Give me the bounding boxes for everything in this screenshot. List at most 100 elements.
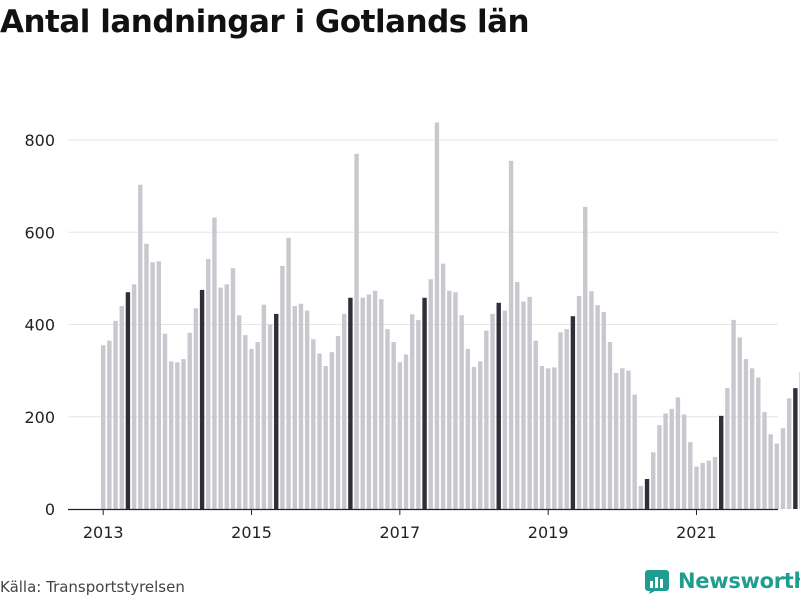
bar [564,329,569,509]
bar [558,332,563,509]
x-tick-label: 2015 [231,523,272,542]
bar [107,340,112,509]
bar [168,361,174,509]
bar [335,336,341,509]
y-tick-label: 800 [24,131,55,150]
bars [101,122,800,510]
bar [515,282,520,509]
bar [601,312,606,509]
bar [434,122,440,509]
bar [774,443,780,509]
bar [113,320,118,509]
bar [700,462,705,509]
bar [410,314,415,509]
bar [626,370,631,509]
bar [725,388,730,509]
bar [527,296,532,509]
bar [447,290,452,509]
x-axis-ticks: 201320152017201920212023 [83,509,717,542]
bar [416,319,421,509]
bar [101,345,106,509]
bar [539,366,545,509]
bar [150,262,155,509]
source-note: Källa: Transportstyrelsen [0,578,185,596]
bar [218,287,223,509]
y-tick-label: 400 [24,316,55,335]
y-tick-label: 0 [45,500,55,519]
bar [712,456,718,509]
bar [249,348,254,509]
brand-name: Newsworthy [678,569,800,593]
bar [768,434,773,509]
bar [311,339,316,509]
bar [694,466,699,509]
bar [657,425,662,509]
bar [756,377,761,509]
bar [793,388,798,509]
bar [366,294,372,509]
bar [786,398,792,509]
bar [372,290,378,509]
bar [607,342,613,509]
bar [243,335,248,509]
bar [675,397,681,509]
bar [440,263,446,509]
bar [521,301,526,509]
bar [651,452,656,509]
bar [348,297,353,509]
bar [570,316,576,509]
bar [471,366,477,509]
bar [496,302,501,509]
bar [749,368,755,509]
bar [545,368,551,509]
bar [743,359,749,509]
bar [255,342,260,509]
bar [206,259,211,509]
bar [236,315,242,509]
bar [533,340,538,509]
bar [397,362,403,509]
bar [280,265,285,509]
bar [304,310,310,509]
bar [508,160,514,509]
bar [323,366,328,509]
bar [681,414,687,509]
bar [613,372,619,509]
bar [187,332,192,509]
bar [465,348,471,509]
bar [360,297,365,509]
bar [552,367,557,509]
bar [354,153,359,509]
bar [428,279,433,509]
bar [181,359,186,509]
bar [329,352,335,509]
bar [286,237,291,509]
brand-logo[interactable]: Newsworthy [644,568,800,594]
bar [663,413,668,509]
bar [632,394,637,509]
bar [162,333,168,509]
bar [144,243,149,509]
bar-chart-logo-icon [645,570,669,594]
bar [193,308,199,509]
chart-title: Antal landningar i Gotlands län [0,4,530,40]
x-tick-label: 2013 [83,523,124,542]
bar [267,324,273,509]
bar [719,415,724,509]
x-tick-label: 2017 [379,523,420,542]
bar [379,299,384,509]
bar [644,479,650,509]
bar [669,408,674,509]
bar [317,353,322,509]
bar [583,206,588,509]
bar [224,284,229,509]
bar [589,291,594,509]
bar [261,304,267,509]
bar [199,289,205,509]
bar [780,428,786,509]
bar [477,361,483,509]
x-tick-label: 2021 [676,523,717,542]
bar [138,184,143,509]
y-tick-label: 200 [24,408,55,427]
